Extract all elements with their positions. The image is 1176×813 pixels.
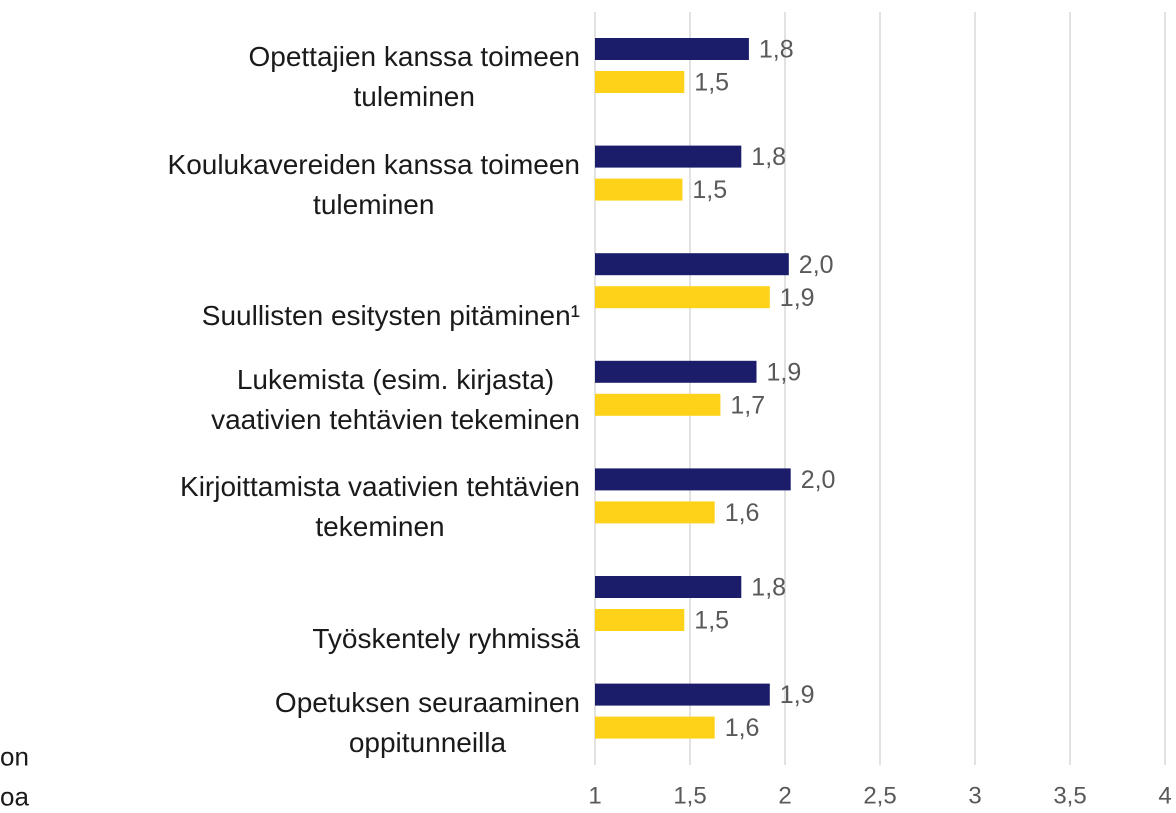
value-label: 1,5 bbox=[694, 69, 729, 97]
value-label: 1,6 bbox=[725, 499, 760, 527]
value-label: 1,8 bbox=[751, 143, 786, 171]
bar bbox=[595, 468, 791, 491]
value-label: 1,9 bbox=[780, 681, 815, 709]
value-label: 1,8 bbox=[759, 36, 794, 64]
category-label: Työskentely ryhmissä bbox=[312, 623, 580, 654]
value-label: 1,6 bbox=[725, 714, 760, 742]
x-tick-label: 3,5 bbox=[1053, 782, 1086, 809]
bar bbox=[595, 716, 715, 739]
value-label: 1,9 bbox=[780, 284, 815, 312]
x-tick-label: 3 bbox=[968, 782, 981, 809]
x-tick-label: 4 bbox=[1158, 782, 1171, 809]
category-label: Koulukavereiden kanssa toimeen tuleminen bbox=[167, 148, 580, 220]
category-label: Opettajien kanssa toimeen tuleminen bbox=[248, 41, 580, 112]
x-tick-label: 1 bbox=[588, 782, 601, 809]
annotation: oa bbox=[0, 781, 29, 812]
bar bbox=[595, 38, 749, 60]
value-label: 1,7 bbox=[730, 391, 765, 419]
category-label: Opetuksen seuraaminen oppitunneilla bbox=[274, 686, 580, 758]
bar bbox=[595, 683, 770, 706]
annotation: on bbox=[0, 741, 29, 772]
bar bbox=[595, 286, 770, 309]
value-label: 1,5 bbox=[694, 607, 729, 635]
x-tick-label: 2,5 bbox=[863, 782, 896, 809]
bar bbox=[595, 253, 789, 276]
value-label: 1,9 bbox=[767, 358, 802, 386]
bar bbox=[595, 71, 685, 93]
value-label: 2,0 bbox=[799, 251, 834, 279]
category-label: Lukemista (esim. kirjasta) vaativien teh… bbox=[211, 363, 580, 435]
value-label: 1,5 bbox=[692, 176, 727, 204]
bar bbox=[595, 360, 757, 383]
bar bbox=[595, 501, 715, 524]
bar bbox=[595, 576, 742, 598]
category-label: Suullisten esitysten pitäminen¹ bbox=[201, 300, 580, 332]
value-label: 1,8 bbox=[751, 574, 786, 602]
bar bbox=[595, 609, 685, 631]
value-label: 2,0 bbox=[801, 466, 836, 494]
x-tick-label: 1,5 bbox=[673, 782, 706, 809]
bar bbox=[595, 145, 742, 168]
bar bbox=[595, 178, 683, 201]
bar bbox=[595, 393, 721, 416]
category-label: Kirjoittamista vaativien tehtävien tekem… bbox=[180, 471, 580, 543]
x-tick-label: 2 bbox=[778, 782, 791, 809]
